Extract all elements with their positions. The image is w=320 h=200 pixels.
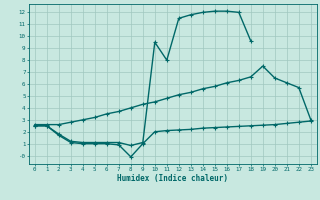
X-axis label: Humidex (Indice chaleur): Humidex (Indice chaleur) — [117, 174, 228, 183]
